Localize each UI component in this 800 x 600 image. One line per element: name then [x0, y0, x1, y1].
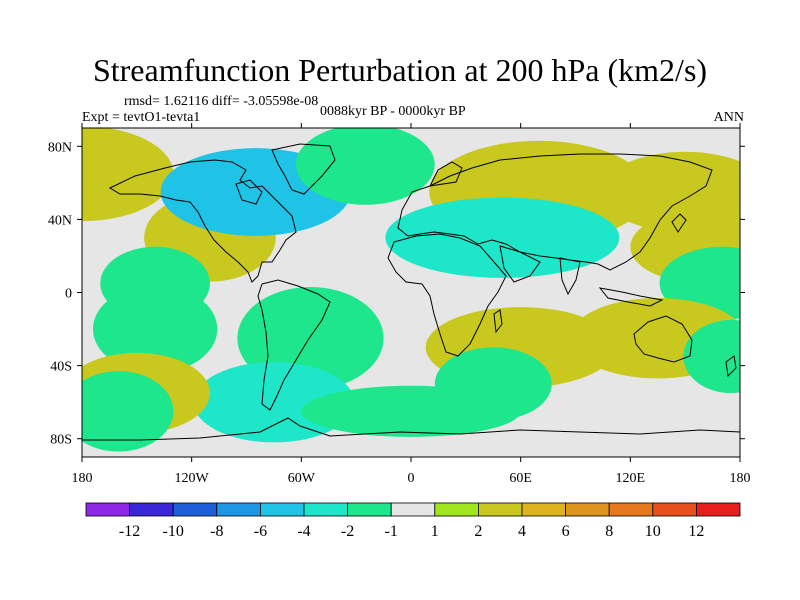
- south-america-coast: [257, 279, 331, 411]
- x-axis: 180 120W 60W 0 60E 120E 180: [72, 123, 751, 486]
- colorbar-label: 6: [562, 523, 570, 540]
- colorbar-label: -8: [210, 523, 223, 540]
- colorbar-label: 12: [688, 523, 704, 540]
- colorbar-swatch: [129, 502, 174, 517]
- colorbar-swatch: [172, 502, 218, 517]
- x-tick-label: 120W: [175, 471, 210, 486]
- southeast-asia-islands: [598, 287, 664, 307]
- y-axis: 80N 40N 0 40S 80S: [48, 140, 745, 448]
- colorbar-label: 4: [518, 523, 526, 540]
- north-america-coast: [108, 159, 297, 283]
- colorbar-swatch: [434, 502, 479, 517]
- colorbar-swatch: [608, 502, 654, 517]
- colorbar-label: 10: [645, 523, 661, 540]
- new-zealand-coast: [725, 355, 737, 378]
- y-tick-label: 40N: [48, 213, 72, 228]
- colorbar-swatch: [347, 502, 392, 517]
- colorbar-label: 1: [431, 523, 439, 540]
- season-label: ANN: [713, 110, 744, 125]
- field-core: [438, 215, 567, 260]
- field-region: [295, 128, 435, 205]
- x-tick-label: 60W: [288, 471, 316, 486]
- colorbar-swatch: [696, 502, 741, 517]
- colorbar-swatch: [477, 502, 523, 517]
- x-tick-label: 180: [72, 471, 93, 486]
- colorbar-label: -6: [254, 523, 267, 540]
- colorbar-label: -12: [119, 523, 140, 540]
- europe-asia-coast: [397, 153, 713, 271]
- colorbar-label: -10: [163, 523, 184, 540]
- scandinavia-coast: [429, 161, 463, 187]
- y-tick-label: 80N: [48, 140, 72, 155]
- colorbar-label: -1: [385, 523, 398, 540]
- x-tick-label: 120E: [616, 471, 646, 486]
- chart-title: Streamfunction Perturbation at 200 hPa (…: [92, 52, 708, 88]
- field-region: [92, 285, 218, 373]
- y-tick-label: 80S: [50, 433, 72, 448]
- y-tick-label: 40S: [50, 360, 72, 375]
- colorbar-swatch: [85, 502, 130, 517]
- x-tick-label: 180: [730, 471, 751, 486]
- australia-coast: [633, 315, 693, 363]
- colorbar-label: 2: [474, 523, 482, 540]
- madagascar-coast: [493, 309, 503, 334]
- period-label: 0088kyr BP - 0000kyr BP: [320, 104, 466, 119]
- arabia-coast: [499, 245, 541, 283]
- colorbar-label: -2: [341, 523, 354, 540]
- antarctica-coast: [82, 417, 740, 441]
- colorbar-swatch: [652, 502, 697, 517]
- colorbar-swatch: [216, 502, 261, 517]
- field-region: [82, 371, 174, 452]
- colorbar-label: -4: [297, 523, 310, 540]
- colorbar-label: 8: [605, 523, 613, 540]
- coastlines: [82, 143, 740, 441]
- japan-coast: [671, 213, 687, 233]
- field-core: [203, 167, 308, 217]
- x-tick-label: 0: [408, 471, 415, 486]
- colorbar-swatch: [259, 502, 305, 517]
- stats-label: rmsd= 1.62116 diff= -3.05598e-08: [124, 94, 319, 109]
- colorbar-swatch: [565, 502, 610, 517]
- africa-coast: [387, 233, 507, 357]
- greenland-coast: [271, 143, 336, 195]
- hudson-bay: [235, 179, 263, 205]
- colorbar-swatch: [390, 502, 436, 517]
- field-contours: [82, 128, 740, 452]
- field-region: [82, 128, 174, 222]
- y-tick-label: 0: [65, 287, 72, 302]
- colorbar: -12 -10 -8 -6 -4 -2 -1 1 2 4 6 8 10 12: [85, 502, 741, 540]
- field-region: [301, 385, 521, 437]
- experiment-label: Expt = tevtO1-tevta1: [82, 110, 201, 125]
- colorbar-swatch: [521, 502, 566, 517]
- colorbar-swatch: [303, 502, 348, 517]
- field-region: [683, 319, 740, 394]
- india-coast: [559, 257, 581, 296]
- x-tick-label: 60E: [509, 471, 532, 486]
